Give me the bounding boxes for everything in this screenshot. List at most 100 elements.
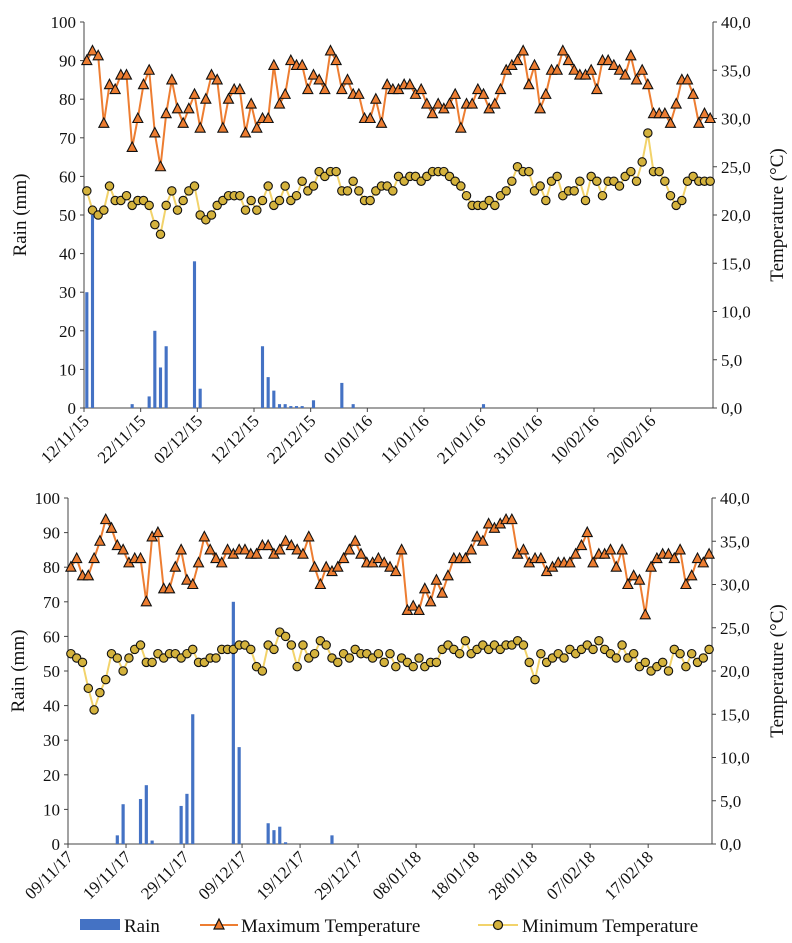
max-temperature-point — [372, 551, 385, 564]
max-temperature-point — [233, 82, 246, 95]
max-temperature-point — [534, 551, 547, 564]
max-temperature-point — [215, 556, 228, 568]
min-temperature-point — [252, 205, 262, 215]
min-temperature-point — [269, 644, 279, 655]
max-temperature-point — [378, 556, 391, 568]
min-temperature-point — [681, 661, 691, 672]
min-temperature-point — [637, 157, 647, 167]
rain-bar — [283, 404, 287, 408]
left-tick-label: 0 — [52, 835, 61, 854]
max-temperature-point — [697, 556, 710, 568]
rain-bar — [192, 261, 197, 408]
max-temperature-point — [426, 106, 439, 119]
left-tick-label: 100 — [51, 13, 77, 32]
max-temperature-point — [134, 551, 147, 564]
min-temperature-point — [187, 644, 198, 655]
max-temperature-point — [239, 543, 251, 555]
max-temperature-point — [641, 78, 654, 90]
min-temperature-point — [235, 190, 245, 201]
max-temperature-point — [99, 512, 112, 525]
min-temperature-point — [112, 653, 123, 663]
max-temperature-point — [355, 547, 367, 559]
min-temperature-point — [379, 657, 389, 668]
min-temperature-point — [240, 205, 251, 215]
max-temperature-point — [210, 551, 222, 564]
max-temperature-point — [148, 126, 161, 138]
max-temperature-point — [308, 560, 321, 572]
max-temperature-point — [674, 543, 687, 555]
max-temperature-point — [165, 73, 178, 85]
max-temperature-point — [109, 82, 122, 95]
min-temperature-point — [575, 176, 585, 186]
max-temperature-point — [211, 73, 224, 85]
max-temperature-point — [250, 547, 263, 559]
max-temperature-point — [528, 58, 541, 70]
min-temperature-point — [580, 195, 591, 206]
max-temperature-point — [97, 116, 110, 128]
min-temperature-point — [147, 657, 157, 668]
max-temperature-point — [568, 63, 581, 75]
legend-label-max: Maximum Temperature — [241, 916, 420, 937]
min-temperature-point — [501, 186, 511, 196]
max-temperature-point — [413, 603, 425, 616]
rain-bar — [289, 406, 293, 408]
max-temperature-point — [619, 68, 632, 80]
max-temperature-point — [703, 547, 716, 559]
min-temperature-point — [460, 635, 471, 646]
min-temperature-point — [663, 666, 674, 676]
min-temperature-point — [280, 181, 290, 191]
max-temperature-point — [93, 534, 106, 546]
min-temperature-point — [135, 640, 146, 650]
max-temperature-point — [291, 543, 304, 555]
min-temperature-point — [82, 186, 92, 196]
max-temperature-point — [92, 49, 105, 61]
max-temperature-point — [466, 97, 479, 109]
rain-bar — [351, 404, 355, 408]
left-tick-label: 20 — [43, 766, 60, 785]
min-temperature-point — [524, 657, 534, 668]
min-temperature-point — [286, 640, 297, 650]
min-temperature-point — [95, 687, 105, 698]
max-temperature-point — [539, 87, 552, 99]
max-temperature-point — [681, 73, 694, 85]
x-tick-label: 22/11/15 — [94, 411, 150, 467]
min-temperature-point — [263, 181, 273, 191]
max-temperature-point — [415, 82, 428, 95]
min-temperature-point — [298, 640, 308, 650]
max-temperature-point — [80, 53, 93, 66]
max-temperature-point — [395, 543, 408, 555]
right-axis-title: Temperature (°C) — [767, 148, 788, 281]
max-temperature-point — [575, 538, 588, 551]
min-temperature-point — [89, 705, 99, 715]
max-temperature-point — [86, 44, 99, 56]
right-tick-label: 25,0 — [721, 158, 751, 177]
right-tick-label: 10,0 — [720, 749, 750, 768]
max-temperature-point — [633, 573, 646, 585]
x-tick-label: 17/02/18 — [601, 847, 657, 903]
left-tick-label: 10 — [59, 360, 76, 379]
left-tick-label: 0 — [68, 399, 77, 418]
rain-bar — [237, 747, 241, 844]
max-temperature-point — [182, 102, 195, 114]
left-tick-label: 50 — [59, 206, 76, 225]
max-temperature-point — [639, 608, 652, 620]
left-axis-title: Rain (mm) — [10, 174, 31, 257]
min-temperature-point — [309, 648, 320, 659]
left-tick-label: 50 — [43, 662, 60, 681]
max-temperature-point — [199, 92, 212, 104]
legend-label-rain: Rain — [124, 916, 160, 937]
rain-bar — [311, 400, 316, 408]
max-temperature-point — [335, 82, 348, 95]
max-temperature-point — [662, 547, 675, 559]
max-temperature-point — [630, 73, 643, 85]
rain-bar — [260, 346, 265, 408]
max-temperature-point — [698, 106, 711, 119]
min-temperature-point — [83, 683, 94, 694]
max-temperature-point — [602, 53, 615, 66]
max-temperature-point — [587, 556, 599, 568]
max-temperature-point — [556, 44, 569, 56]
rain-bar — [481, 404, 486, 408]
right-tick-label: 20,0 — [721, 206, 751, 225]
min-temperature-point — [280, 631, 291, 642]
max-temperature-point — [324, 44, 337, 56]
